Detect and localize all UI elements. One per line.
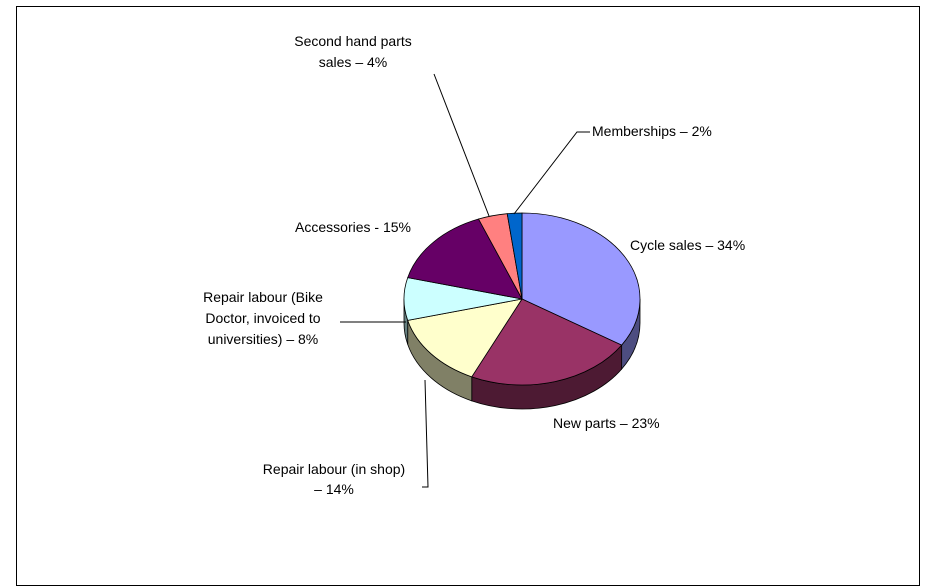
pie-slice-cycle-sales-34 <box>521 212 641 346</box>
leader-line-memberships-2 <box>513 131 590 215</box>
slice-labels: Cycle sales – 34% New parts – 23% Repair l… <box>203 33 745 497</box>
pie-slice-new-parts-23 <box>471 298 623 386</box>
leader-line-second-hand-parts <box>433 73 490 217</box>
slice-label-memberships-2: Memberships – 2% <box>592 123 712 139</box>
pie-slice-repair-labour-in-shop <box>407 298 523 378</box>
pie-tops <box>403 212 641 386</box>
slice-label-new-parts-23: New parts – 23% <box>553 415 660 431</box>
leader-line-repair-labour-in-shop <box>422 379 429 488</box>
slice-label-repair-labour-bike: Repair labour (Bike <box>203 289 323 305</box>
slice-label-second-hand-parts: Second hand parts <box>294 33 412 49</box>
slice-label-repair-labour-in-shop: Repair labour (in shop) <box>263 461 405 477</box>
leader-lines <box>340 73 590 488</box>
slice-label-repair-labour-bike-line-3: universities) – 8% <box>208 331 319 347</box>
slice-label-repair-labour-in-shop-line-2: – 14% <box>314 481 354 497</box>
slice-label-accessories-15: Accessories - 15% <box>295 219 411 235</box>
slice-label-second-hand-parts-line-2: sales – 4% <box>319 54 387 70</box>
pie-slice-accessories-15 <box>407 218 523 300</box>
slice-label-repair-labour-bike-line-2: Doctor, invoiced to <box>205 310 320 326</box>
slice-label-cycle-sales-34: Cycle sales – 34% <box>630 237 745 253</box>
